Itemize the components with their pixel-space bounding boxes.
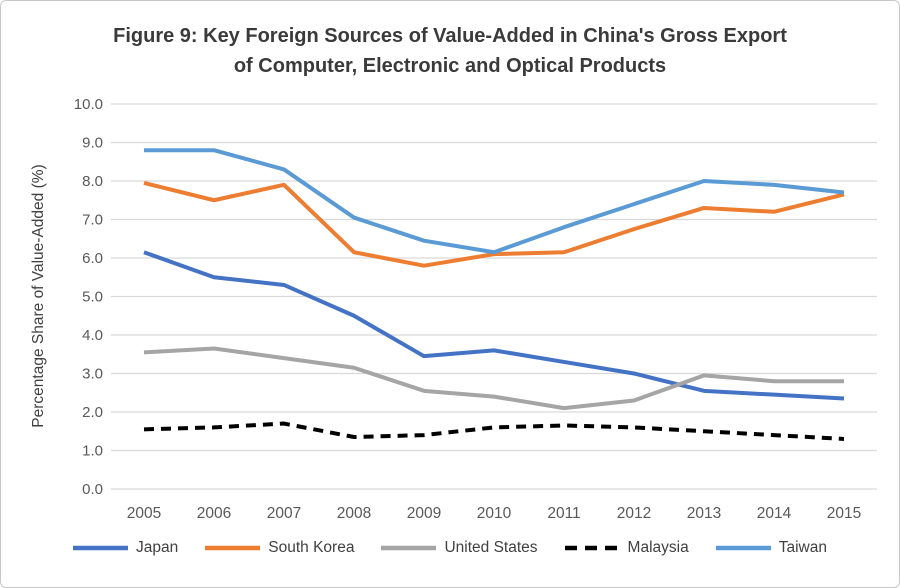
x-tick-label: 2008: [337, 505, 371, 522]
legend-item-japan: Japan: [73, 539, 178, 557]
legend-item-united-states: United States: [381, 539, 538, 557]
series-line-japan: [143, 250, 845, 401]
series-line-malaysia: [143, 421, 845, 441]
x-tick-label: 2014: [757, 505, 792, 522]
y-tick-label: 6.0: [82, 250, 103, 267]
legend-label: Malaysia: [627, 539, 689, 556]
chart-title-line2: of Computer, Electronic and Optical Prod…: [233, 55, 667, 77]
legend-line-swatch-japan: [73, 545, 129, 551]
x-tick-label: 2009: [407, 505, 441, 522]
legend-line-swatch-taiwan: [715, 545, 771, 551]
y-tick-label: 4.0: [82, 327, 103, 344]
legend-item-south-korea: South Korea: [205, 539, 354, 557]
y-tick-label: 10.0: [74, 96, 103, 113]
x-tick-label: 2012: [617, 505, 651, 522]
chart-title: Figure 9: Key Foreign Sources of Value-A…: [1, 21, 899, 81]
x-tick-label: 2011: [547, 505, 580, 522]
y-tick-label: 1.0: [82, 443, 103, 460]
y-tick-label: 8.0: [82, 173, 103, 190]
x-tick-label: 2006: [197, 505, 231, 522]
y-tick-label: 7.0: [82, 212, 103, 229]
legend-item-taiwan: Taiwan: [715, 539, 827, 557]
series-line-united-states: [143, 346, 844, 411]
legend-label: Taiwan: [778, 539, 827, 556]
y-tick-label: 3.0: [82, 366, 103, 383]
legend-item-malaysia: Malaysia: [564, 539, 689, 557]
chart-title-line1: Figure 9: Key Foreign Sources of Value-A…: [113, 25, 787, 47]
y-tick-label: 2.0: [82, 404, 103, 421]
legend: Japan South Korea United States Malaysia Tai…: [1, 539, 899, 557]
legend-label: Japan: [136, 539, 179, 556]
legend-label: United States: [444, 539, 538, 556]
legend-line-swatch-malaysia: [564, 545, 620, 551]
y-tick-label: 5.0: [82, 289, 103, 306]
x-tick-label: 2010: [477, 505, 512, 522]
y-tick-label: 0.0: [82, 481, 103, 498]
series-line-taiwan: [144, 148, 845, 255]
y-axis-title: Percentage Share of Value-Added (%): [30, 164, 47, 427]
x-tick-label: 2007: [267, 505, 301, 522]
x-tick-label: 2013: [687, 505, 721, 522]
x-tick-label: 2015: [827, 505, 861, 522]
x-tick-label: 2005: [127, 505, 161, 522]
y-tick-label: 9.0: [82, 135, 103, 152]
legend-label: South Korea: [268, 539, 355, 556]
legend-line-swatch-south-korea: [205, 545, 261, 551]
legend-line-swatch-united-states: [381, 545, 437, 551]
